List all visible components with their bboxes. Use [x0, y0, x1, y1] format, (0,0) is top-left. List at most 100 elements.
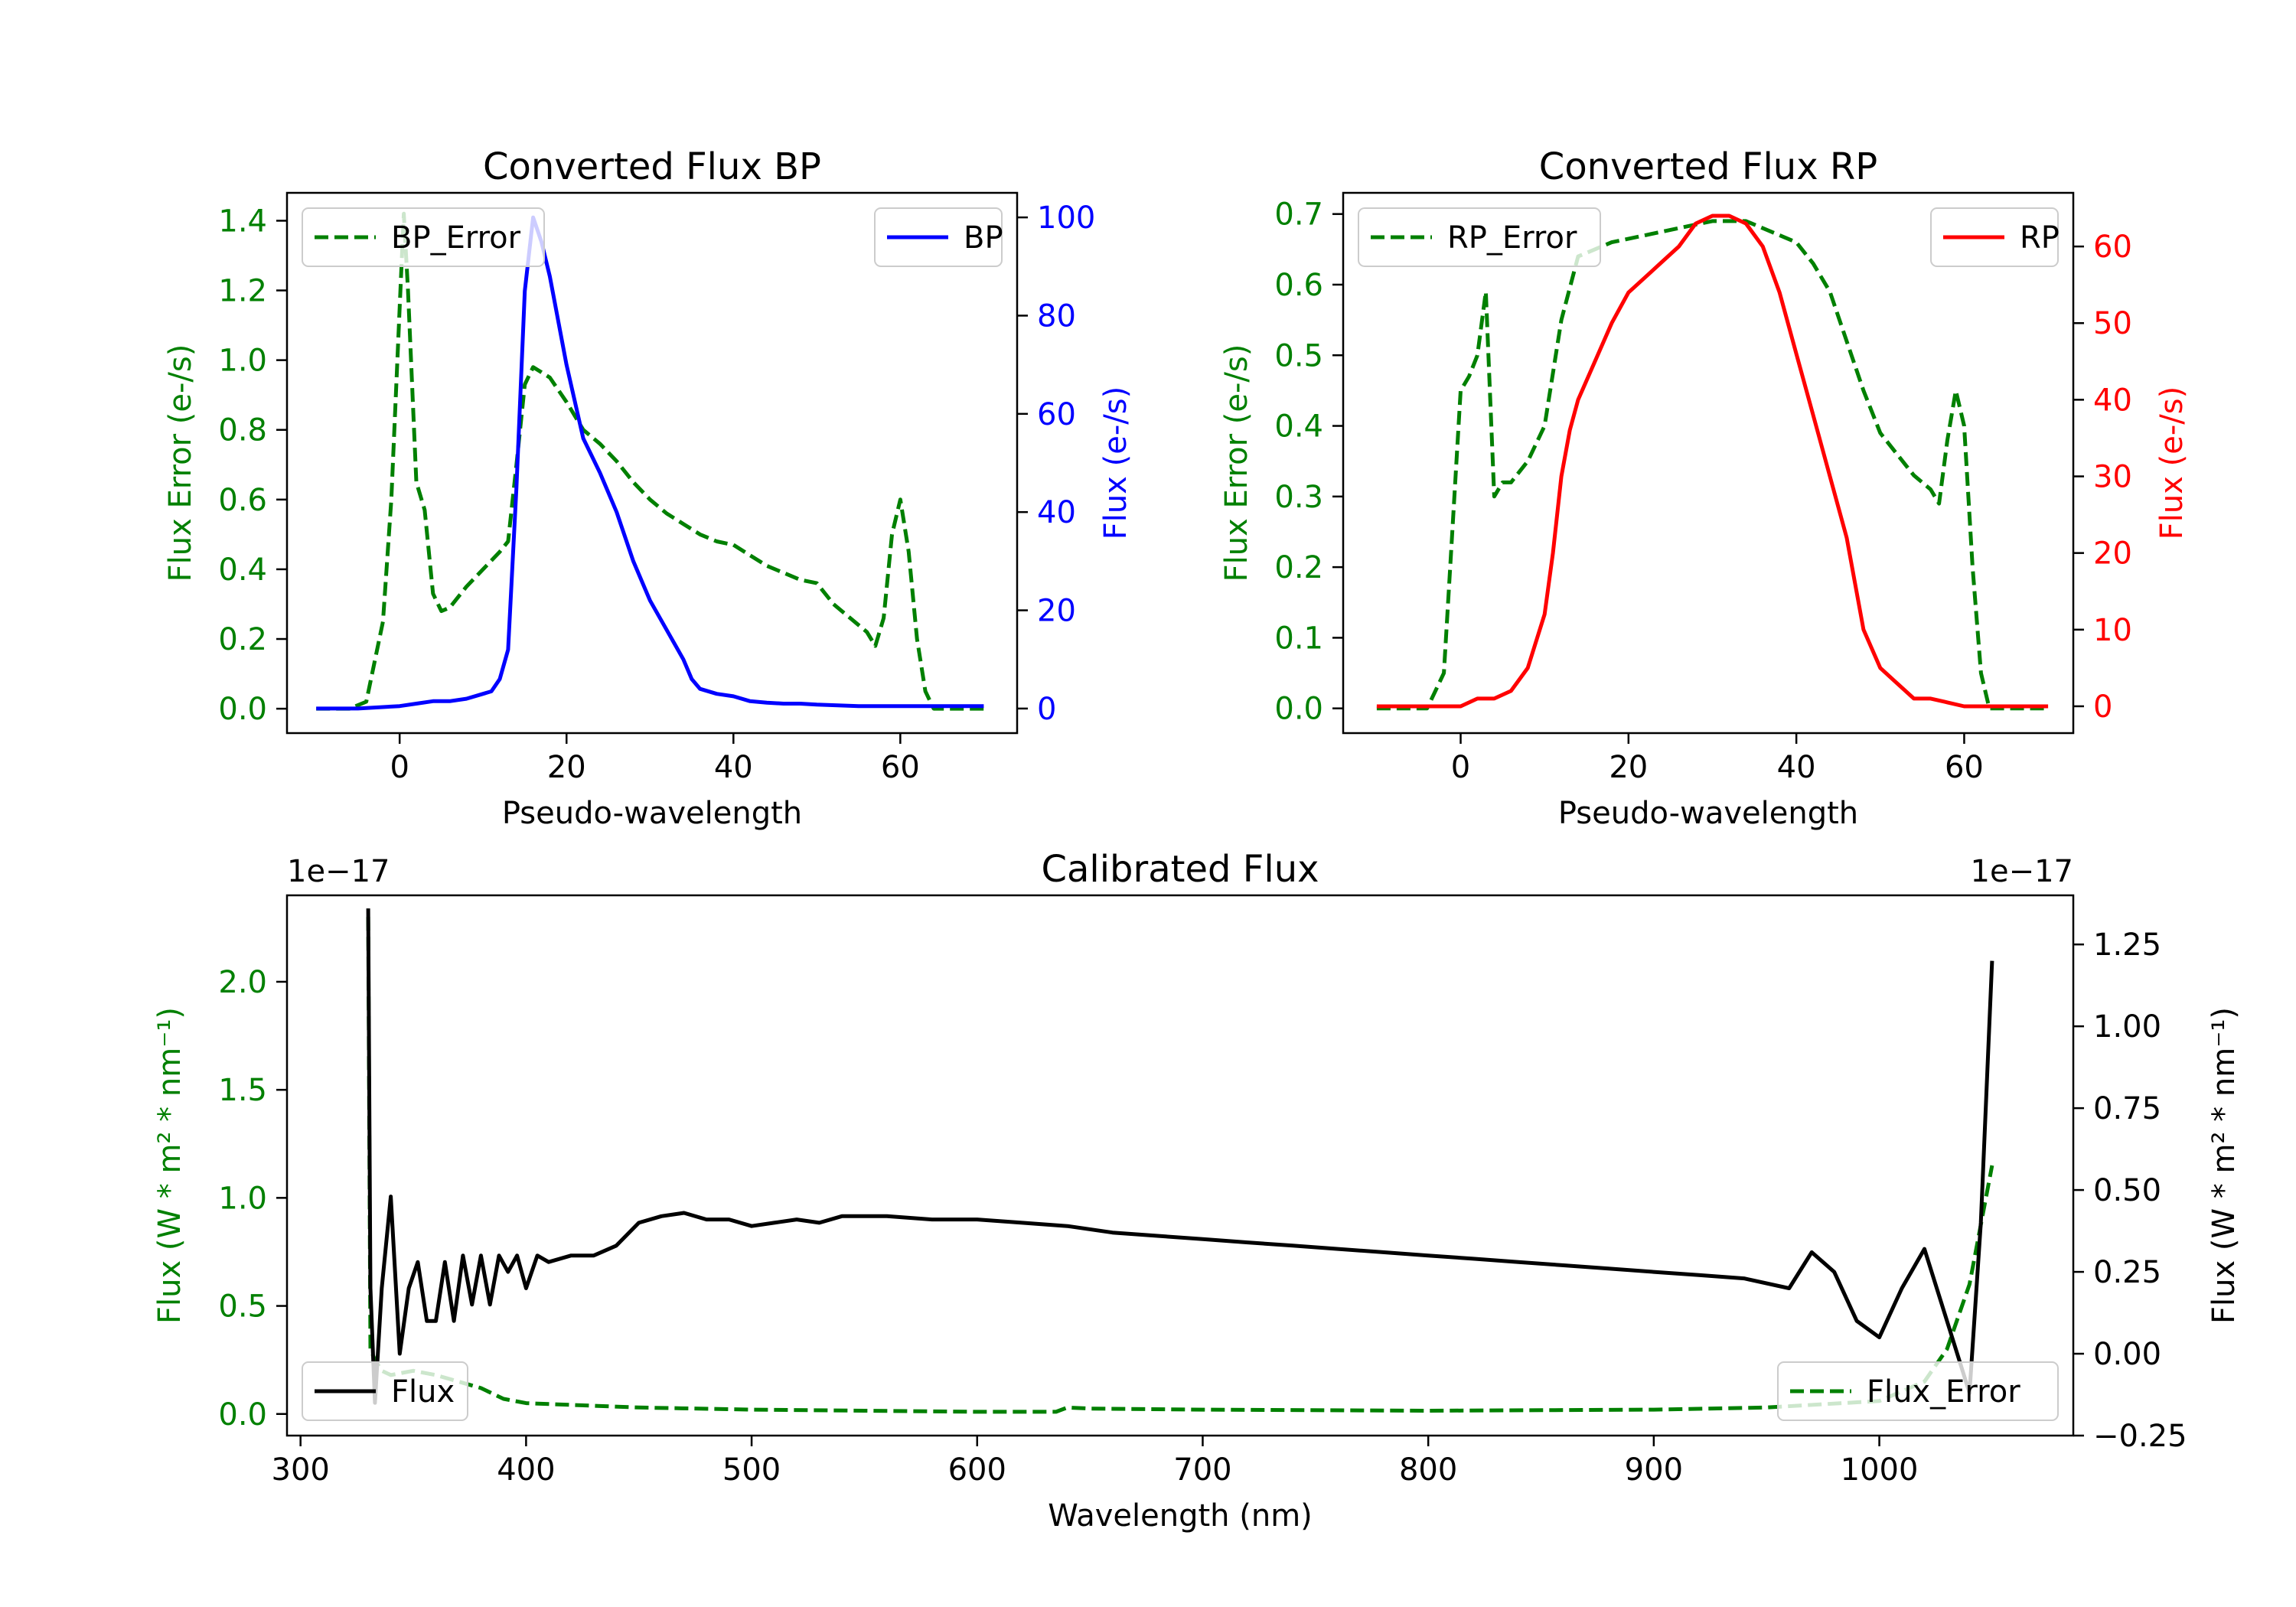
cal-series-flux-error	[366, 917, 1994, 1414]
rp-ytick-right-label: 10	[2093, 613, 2132, 648]
bp-ytick-left-label: 1.4	[218, 204, 267, 239]
cal-xtick-label: 800	[1399, 1452, 1457, 1488]
bp-xtick-label: 0	[390, 750, 409, 785]
rp-legend-right: RP	[1930, 207, 2060, 267]
rp-xlabel: Pseudo-wavelength	[1558, 796, 1858, 831]
rp-series-rp	[1376, 214, 2049, 709]
bp-legend-label: BP_Error	[391, 220, 521, 256]
bp-ytick-right-label: 20	[1037, 594, 1076, 629]
cal-xtick-label: 1000	[1841, 1452, 1919, 1488]
cal-xtick-label: 700	[1173, 1452, 1231, 1488]
bp-xlabel: Pseudo-wavelength	[502, 796, 802, 831]
cal-plot-area	[366, 908, 1994, 1414]
cal-xtick-label: 900	[1625, 1452, 1683, 1488]
cal-series-flux	[366, 908, 1994, 1405]
rp-ytick-left-label: 0.4	[1274, 409, 1323, 445]
rp-ylabel-left: Flux Error (e-/s)	[1219, 344, 1254, 582]
bp-ytick-left-label: 0.6	[218, 483, 267, 518]
bp-ytick-left-label: 1.2	[218, 274, 267, 309]
bp-ytick-left-label: 0.4	[218, 553, 267, 588]
rp-series-rp-error	[1376, 219, 2049, 711]
rp-legend-label: RP_Error	[1447, 220, 1577, 256]
cal-ytick-left-label: 1.0	[218, 1181, 267, 1216]
rp-ytick-left-label: 0.6	[1274, 268, 1323, 303]
cal-ytick-right-label: 0.75	[2093, 1091, 2161, 1126]
cal-ytick-right-label: 0.50	[2093, 1173, 2161, 1208]
bp-plot-area	[316, 211, 984, 711]
rp-xtick-label: 20	[1609, 750, 1648, 785]
cal-xtick-label: 300	[272, 1452, 330, 1488]
cal-ytick-right-label: 1.00	[2093, 1009, 2161, 1045]
cal-xtick-label: 500	[722, 1452, 781, 1488]
rp-plot-area	[1376, 214, 2049, 711]
rp-ytick-left-label: 0.3	[1274, 480, 1323, 515]
bp-title: Converted Flux BP	[483, 145, 821, 188]
rp-ytick-right-label: 50	[2093, 306, 2132, 341]
bp-ytick-right-label: 40	[1037, 495, 1076, 530]
bp-legend-right: BP	[874, 207, 1003, 267]
bp-ytick-right-label: 60	[1037, 397, 1076, 432]
bp-chart: Converted Flux BP 0 20 40 60 Pseudo-wavelengt…	[163, 145, 1133, 831]
cal-xtick-label: 400	[497, 1452, 555, 1488]
bp-ytick-left-label: 0.0	[218, 692, 267, 727]
rp-legend-box	[1358, 207, 1601, 267]
bp-legend-label: BP	[964, 220, 1003, 256]
bp-ylabel-right: Flux (e-/s)	[1098, 386, 1133, 539]
rp-chart: Converted Flux RP 0 20 40 60 Pseudo-wavelengt…	[1219, 145, 2190, 831]
rp-ytick-left-label: 0.5	[1274, 338, 1323, 373]
cal-legend-left: Flux	[302, 1361, 468, 1421]
rp-title: Converted Flux RP	[1539, 145, 1877, 188]
rp-legend-label: RP	[2020, 220, 2060, 256]
rp-ylabel-right: Flux (e-/s)	[2154, 386, 2190, 539]
rp-xtick-label: 0	[1451, 750, 1470, 785]
rp-ytick-right-label: 40	[2093, 383, 2132, 418]
rp-xtick-label: 60	[1945, 750, 1984, 785]
bp-xtick-label: 40	[714, 750, 753, 785]
bp-series-bp-error	[316, 211, 984, 711]
bp-ytick-left-label: 0.8	[218, 413, 267, 448]
cal-ytick-right-label: 0.25	[2093, 1255, 2161, 1290]
bp-ylabel-left: Flux Error (e-/s)	[163, 344, 198, 582]
cal-legend-label: Flux	[391, 1374, 455, 1410]
cal-ylabel-right: Flux (W * m² * nm⁻¹)	[2206, 1007, 2242, 1324]
rp-ytick-left-label: 0.1	[1274, 621, 1323, 656]
cal-ytick-left-label: 0.5	[218, 1289, 267, 1325]
bp-legend-box	[302, 207, 545, 267]
bp-ytick-right-label: 80	[1037, 298, 1076, 334]
cal-offset-left: 1e−17	[287, 854, 390, 889]
cal-legend-box	[302, 1361, 468, 1421]
rp-ytick-left-label: 0.2	[1274, 550, 1323, 585]
bp-ytick-left-label: 0.2	[218, 622, 267, 657]
cal-ytick-right-label: −0.25	[2093, 1419, 2187, 1454]
rp-ytick-right-label: 20	[2093, 536, 2132, 572]
rp-ytick-right-label: 0	[2093, 689, 2112, 725]
cal-axes-frame	[285, 894, 2075, 1437]
rp-ytick-right-label: 60	[2093, 230, 2132, 265]
cal-ytick-right-label: 0.00	[2093, 1337, 2161, 1372]
cal-xtick-label: 600	[948, 1452, 1006, 1488]
cal-ytick-left-label: 2.0	[218, 965, 267, 1000]
cal-title: Calibrated Flux	[1041, 848, 1319, 891]
cal-legend-box	[1777, 1361, 2059, 1421]
rp-legend-left: RP_Error	[1358, 207, 1601, 267]
cal-chart: Calibrated Flux 300 400 500 600 700 800 900 1000…	[152, 848, 2242, 1534]
bp-xtick-label: 20	[547, 750, 586, 785]
bp-ytick-right-label: 100	[1037, 200, 1095, 236]
cal-xlabel: Wavelength (nm)	[1048, 1498, 1313, 1534]
bp-legend-left: BP_Error	[302, 207, 545, 267]
cal-ytick-right-label: 1.25	[2093, 927, 2161, 963]
bp-axes-frame	[285, 191, 1019, 735]
rp-axes-frame	[1342, 191, 2075, 735]
rp-ytick-right-label: 30	[2093, 460, 2132, 495]
cal-offset-right: 1e−17	[1971, 854, 2073, 889]
cal-ytick-left-label: 0.0	[218, 1397, 267, 1433]
bp-ytick-right-label: 0	[1037, 692, 1056, 727]
cal-legend-right: Flux_Error	[1777, 1361, 2059, 1421]
bp-xtick-label: 60	[881, 750, 920, 785]
rp-ytick-left-label: 0.7	[1274, 197, 1323, 233]
bp-series-bp	[316, 215, 984, 711]
bp-ytick-left-label: 1.0	[218, 344, 267, 379]
cal-legend-label: Flux_Error	[1867, 1374, 2020, 1410]
cal-ylabel-left: Flux (W * m² * nm⁻¹)	[152, 1007, 188, 1324]
